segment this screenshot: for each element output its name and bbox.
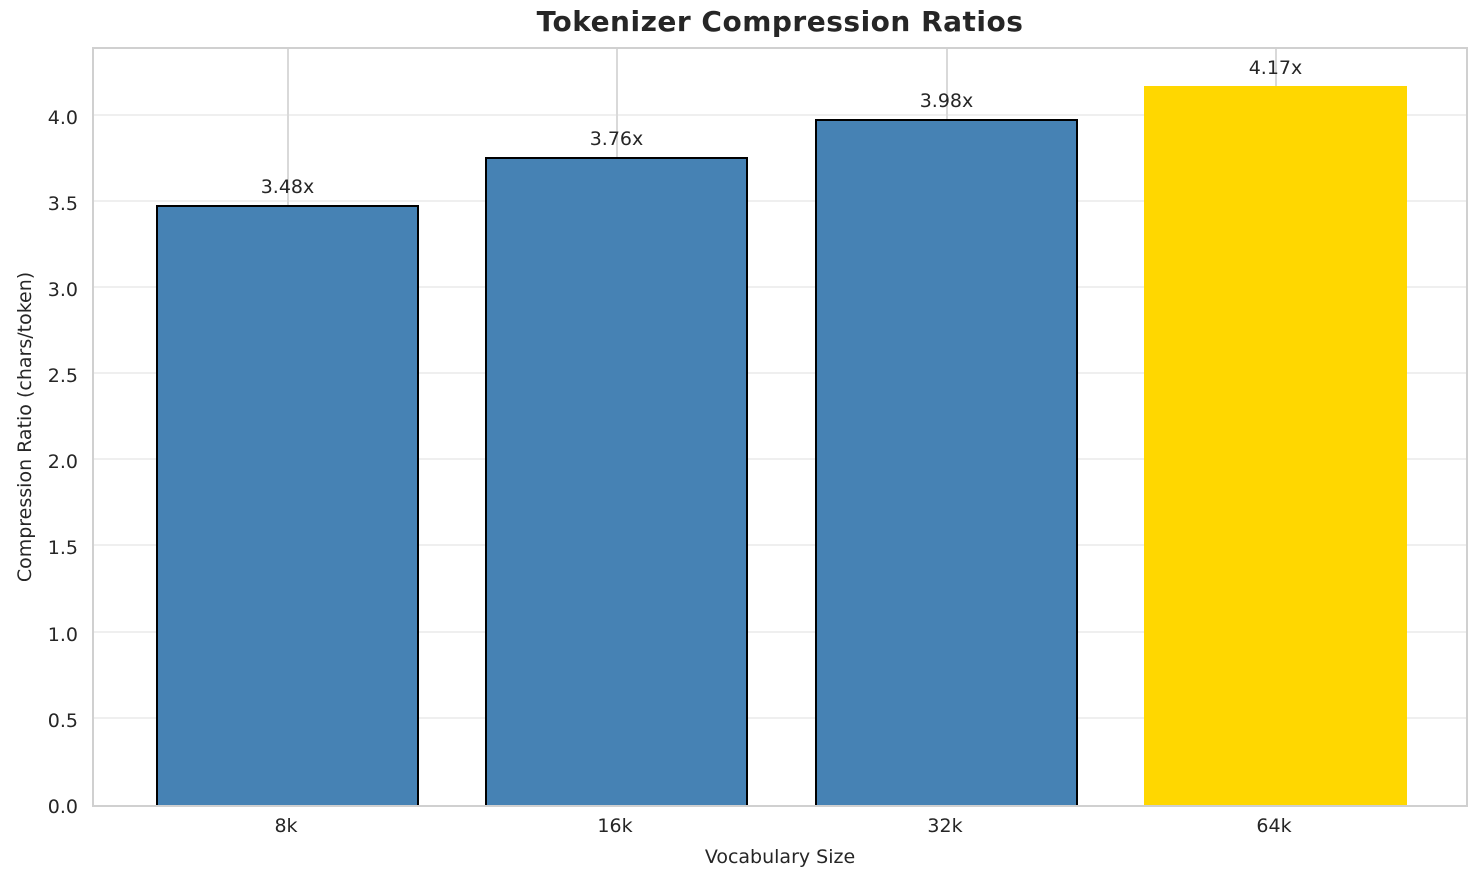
- x-axis-tick-labels: 8k 16k 32k 64k: [92, 815, 1468, 841]
- x-tick-label: 8k: [274, 815, 298, 837]
- y-tick-label: 2.0: [47, 451, 78, 473]
- y-tick-label: 0.0: [47, 796, 78, 818]
- gridline-horizontal: [94, 200, 1466, 202]
- gridline-horizontal: [94, 372, 1466, 374]
- y-tick-label: 1.0: [47, 624, 78, 646]
- y-tick-label: 3.5: [47, 193, 78, 215]
- x-tick-label: 16k: [597, 815, 633, 837]
- y-tick-label: 4.0: [47, 107, 78, 129]
- bar-value-label: 4.17x: [1248, 57, 1303, 79]
- gridline-horizontal: [94, 631, 1466, 633]
- x-tick-label: 64k: [1256, 815, 1292, 837]
- gridline-horizontal: [94, 114, 1466, 116]
- chart-title: Tokenizer Compression Ratios: [536, 5, 1024, 38]
- x-tick-label: 32k: [927, 815, 963, 837]
- bar-64k: [1144, 86, 1407, 805]
- bar-8k: [156, 205, 419, 805]
- bar-32k: [815, 119, 1078, 805]
- y-tick-label: 1.5: [47, 537, 78, 559]
- y-tick-label: 2.5: [47, 365, 78, 387]
- y-tick-label: 3.0: [47, 279, 78, 301]
- bar-16k: [485, 157, 748, 805]
- gridline-horizontal: [94, 458, 1466, 460]
- gridline-horizontal: [94, 286, 1466, 288]
- bar-value-label: 3.76x: [589, 128, 644, 150]
- x-axis-label: Vocabulary Size: [704, 846, 856, 868]
- plot-area: 3.48x 3.76x 3.98x 4.17x: [92, 47, 1468, 807]
- gridline-horizontal: [94, 544, 1466, 546]
- bar-value-label: 3.98x: [919, 90, 974, 112]
- y-tick-label: 0.5: [47, 710, 78, 732]
- gridline-horizontal: [94, 717, 1466, 719]
- y-axis-tick-labels: 0.0 0.5 1.0 1.5 2.0 2.5 3.0 3.5 4.0: [0, 47, 92, 818]
- bar-value-label: 3.48x: [260, 176, 315, 198]
